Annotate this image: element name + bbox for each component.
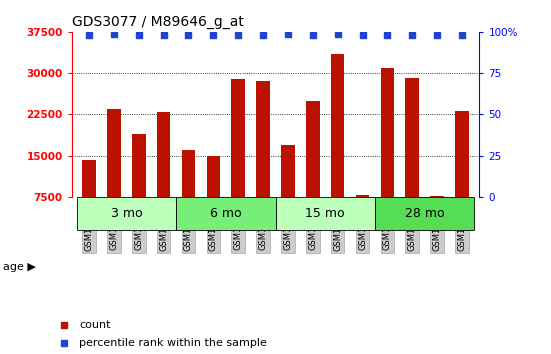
Text: GSM175549: GSM175549 [234,200,242,251]
Text: 6 mo: 6 mo [210,207,241,220]
Text: GSM175548: GSM175548 [209,200,218,251]
Text: GSM175557: GSM175557 [433,200,441,251]
Text: GSM175556: GSM175556 [408,200,417,251]
Bar [375,197,474,230]
Text: GSM175551: GSM175551 [283,200,293,251]
Text: GSM175555: GSM175555 [383,200,392,251]
Bar [176,197,276,230]
Bar [182,150,195,197]
Text: GSM175543: GSM175543 [84,200,94,251]
Bar [331,54,344,197]
Bar [406,78,419,197]
Bar [455,110,469,197]
Bar [276,197,375,230]
Bar [281,145,295,197]
Text: GSM175545: GSM175545 [134,200,143,251]
Bar [381,68,394,197]
Bar [82,160,96,197]
Text: GSM175550: GSM175550 [258,200,268,251]
Text: 28 mo: 28 mo [405,207,445,220]
Bar [132,134,145,197]
Bar [157,112,170,197]
Text: percentile rank within the sample: percentile rank within the sample [79,338,267,348]
Bar [231,79,245,197]
Text: 3 mo: 3 mo [111,207,142,220]
Text: GSM175546: GSM175546 [159,200,168,251]
Bar [430,196,444,197]
Text: GSM175558: GSM175558 [457,200,467,251]
Bar [356,195,369,197]
Text: GSM175544: GSM175544 [110,200,118,251]
Bar [107,109,121,197]
Text: GSM175554: GSM175554 [358,200,367,251]
Text: GSM175552: GSM175552 [309,200,317,251]
Bar [306,101,320,197]
Text: age ▶: age ▶ [3,262,36,272]
Text: GDS3077 / M89646_g_at: GDS3077 / M89646_g_at [72,16,244,29]
Text: 15 mo: 15 mo [305,207,345,220]
Bar [207,156,220,197]
Bar [256,81,270,197]
Text: GSM175547: GSM175547 [184,200,193,251]
Bar [77,197,176,230]
Text: count: count [79,320,111,330]
Text: GSM175553: GSM175553 [333,200,342,251]
